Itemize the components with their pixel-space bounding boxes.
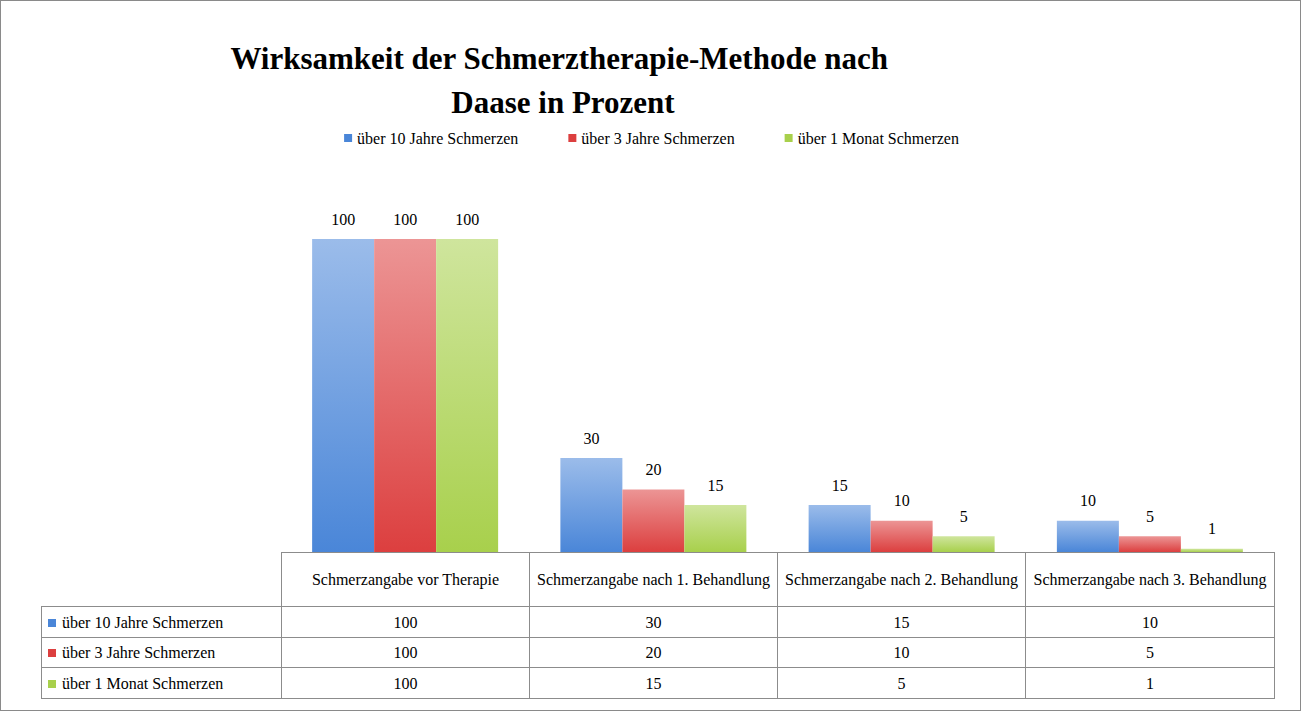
svg-text:1: 1 xyxy=(1208,520,1216,537)
html-text:100: 100 xyxy=(393,613,418,631)
html-text:Schmerzangabe nach 3. Behandlu: Schmerzangabe nach 3. Behandlung xyxy=(1033,571,1267,588)
html-text:10: 10 xyxy=(1142,613,1158,631)
svg-text:Wirksamkeit der Schmerztherapi: Wirksamkeit der Schmerztherapie-Methode … xyxy=(230,41,895,76)
svg-text:5: 5 xyxy=(1146,508,1154,525)
html-text:über 10 Jahre Schmerzen: über 10 Jahre Schmerzen xyxy=(62,613,224,631)
html-text:Schmerzangabe nach 2. Behandlu: Schmerzangabe nach 2. Behandlung xyxy=(785,571,1018,588)
html-text:100: 100 xyxy=(393,674,418,692)
html-text:über 3 Jahre Schmerzen: über 3 Jahre Schmerzen xyxy=(62,644,216,661)
svg-text:15: 15 xyxy=(707,477,723,494)
svg-text:5: 5 xyxy=(960,508,968,525)
html-text:5: 5 xyxy=(1146,644,1154,661)
html-text:1: 1 xyxy=(1146,674,1154,692)
html-text:10: 10 xyxy=(893,644,910,661)
svg-text:Daase in Prozent: Daase in Prozent xyxy=(451,85,675,120)
svg-text:10: 10 xyxy=(894,492,910,509)
svg-text:100: 100 xyxy=(455,211,479,228)
svg-text:10: 10 xyxy=(1080,492,1096,509)
svg-text:100: 100 xyxy=(331,211,355,228)
svg-text:100: 100 xyxy=(393,211,417,228)
html-text:15: 15 xyxy=(893,613,910,631)
svg-text:über 10 Jahre Schmerzen: über 10 Jahre Schmerzen xyxy=(357,130,518,147)
svg-text:30: 30 xyxy=(583,430,599,447)
html-text:30: 30 xyxy=(645,613,662,631)
html-text:Schmerzangabe vor Therapie: Schmerzangabe vor Therapie xyxy=(311,571,500,588)
svg-text:über 3 Jahre Schmerzen: über 3 Jahre Schmerzen xyxy=(581,130,734,147)
svg-text:15: 15 xyxy=(832,477,848,494)
html-text:Schmerzangabe nach 1. Behandlu: Schmerzangabe nach 1. Behandlung xyxy=(537,571,770,588)
html-text:20: 20 xyxy=(645,644,662,661)
html-text:über 1 Monat Schmerzen: über 1 Monat Schmerzen xyxy=(62,674,224,692)
svg-text:über 1 Monat Schmerzen: über 1 Monat Schmerzen xyxy=(798,130,959,147)
svg-text:20: 20 xyxy=(645,461,661,478)
html-text:15: 15 xyxy=(645,674,662,692)
html-text:5: 5 xyxy=(897,674,906,692)
html-text:100: 100 xyxy=(393,644,418,661)
